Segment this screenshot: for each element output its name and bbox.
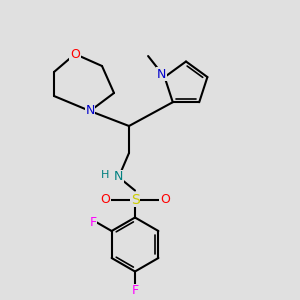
Text: N: N — [114, 170, 123, 184]
Text: O: O — [70, 47, 80, 61]
Text: H: H — [101, 170, 109, 181]
Text: O: O — [100, 193, 110, 206]
Text: F: F — [131, 284, 139, 298]
Text: S: S — [130, 193, 140, 206]
Text: F: F — [89, 215, 97, 229]
Text: N: N — [157, 68, 166, 80]
Text: N: N — [85, 104, 95, 118]
Text: O: O — [160, 193, 170, 206]
